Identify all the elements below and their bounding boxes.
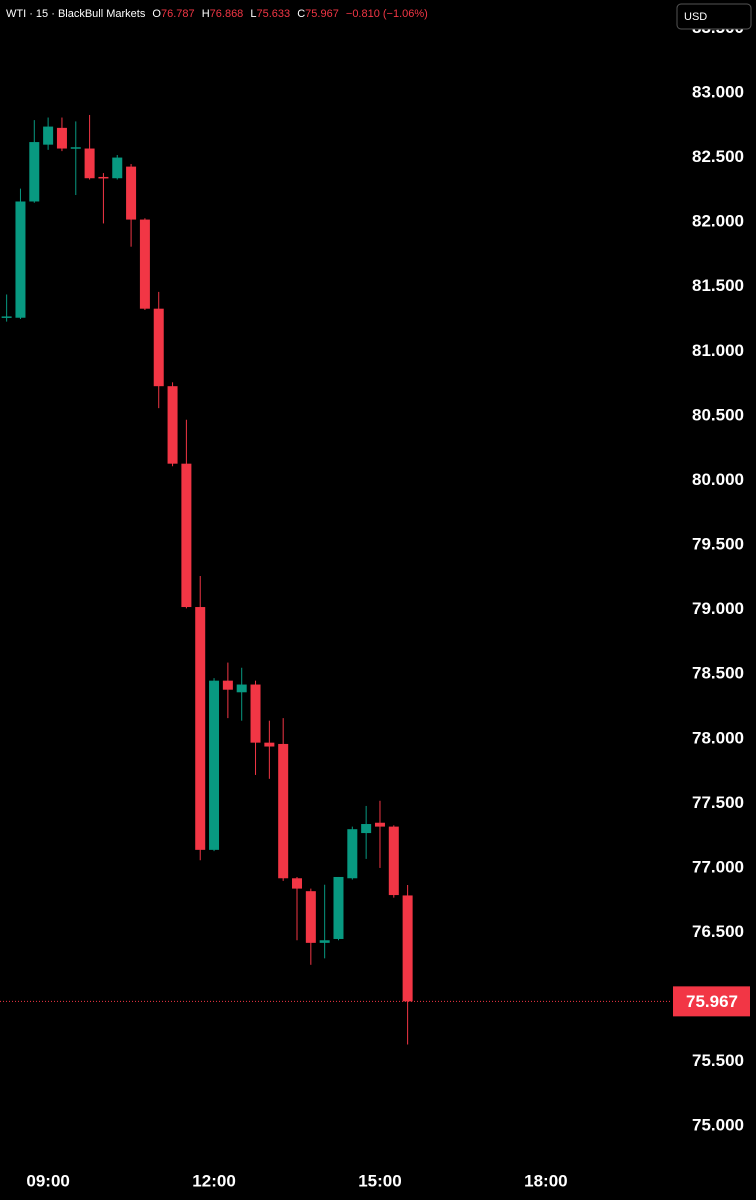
- candle-body: [374, 822, 385, 827]
- candle-body: [361, 824, 372, 834]
- currency-button[interactable]: USD: [676, 3, 752, 30]
- currency-label[interactable]: USD: [684, 11, 707, 23]
- o-label: O: [152, 8, 161, 20]
- candle-body: [222, 680, 233, 690]
- y-tick-label: 82.500: [692, 147, 744, 166]
- y-tick-label: 81.000: [692, 341, 744, 360]
- last-price-box: [673, 986, 750, 1017]
- l-value: 75.633: [257, 8, 291, 20]
- x-tick-label: 18:00: [524, 1171, 567, 1190]
- candle-body: [84, 148, 95, 179]
- y-tick-label: 79.500: [692, 535, 744, 554]
- candle-body: [209, 680, 220, 850]
- candle-body: [56, 127, 67, 149]
- candle-body: [167, 386, 178, 464]
- y-tick-label: 80.000: [692, 470, 744, 489]
- y-tick-label: 75.000: [692, 1116, 744, 1135]
- y-tick-label: 77.000: [692, 857, 744, 876]
- candle-body: [333, 876, 344, 939]
- y-tick-label: 83.000: [692, 82, 744, 101]
- candle-body: [139, 219, 150, 309]
- c-label: C: [297, 8, 305, 20]
- y-tick-label: 76.500: [692, 922, 744, 941]
- o-value: 76.787: [161, 8, 195, 20]
- header: WTI · 15 · BlackBull Markets O76.787 H76…: [6, 8, 428, 20]
- candle-body: [388, 826, 399, 896]
- candle-body: [402, 895, 413, 1002]
- candle-body: [236, 684, 247, 693]
- y-tick-label: 79.000: [692, 599, 744, 618]
- x-tick-label: 15:00: [358, 1171, 401, 1190]
- c-value: 75.967: [305, 8, 339, 20]
- y-tick-label: 82.000: [692, 212, 744, 231]
- candle-body: [29, 142, 40, 202]
- candle-body: [347, 829, 358, 879]
- candle-body: [195, 607, 206, 850]
- candle-body: [98, 176, 109, 179]
- x-tick-label: 12:00: [192, 1171, 235, 1190]
- symbol: WTI · 15 · BlackBull Markets: [6, 8, 146, 20]
- candle-body: [153, 308, 164, 387]
- currency-box[interactable]: [676, 3, 752, 30]
- candle-body: [250, 684, 261, 743]
- y-tick-label: 77.500: [692, 793, 744, 812]
- candle-body: [305, 891, 316, 943]
- candle-body: [278, 743, 289, 879]
- candle-body: [43, 126, 54, 145]
- candle-body: [126, 166, 137, 220]
- last-price-label: 75.967: [686, 992, 738, 1011]
- l-label: L: [250, 8, 256, 20]
- change: −0.810 (−1.06%): [346, 8, 428, 20]
- y-tick-label: 81.500: [692, 276, 744, 295]
- candle-body: [15, 201, 26, 318]
- candle-body: [292, 878, 303, 889]
- candle-body: [1, 316, 12, 318]
- candle-body: [112, 157, 123, 179]
- y-tick-label: 78.000: [692, 728, 744, 747]
- candle-body: [181, 463, 192, 608]
- x-tick-label: 09:00: [26, 1171, 69, 1190]
- h-value: 76.868: [210, 8, 244, 20]
- y-tick-label: 78.500: [692, 664, 744, 683]
- candle-body: [319, 940, 330, 943]
- h-label: H: [202, 8, 210, 20]
- candle-body: [70, 147, 81, 149]
- y-tick-label: 75.500: [692, 1051, 744, 1070]
- candle-body: [264, 742, 275, 747]
- y-tick-label: 80.500: [692, 405, 744, 424]
